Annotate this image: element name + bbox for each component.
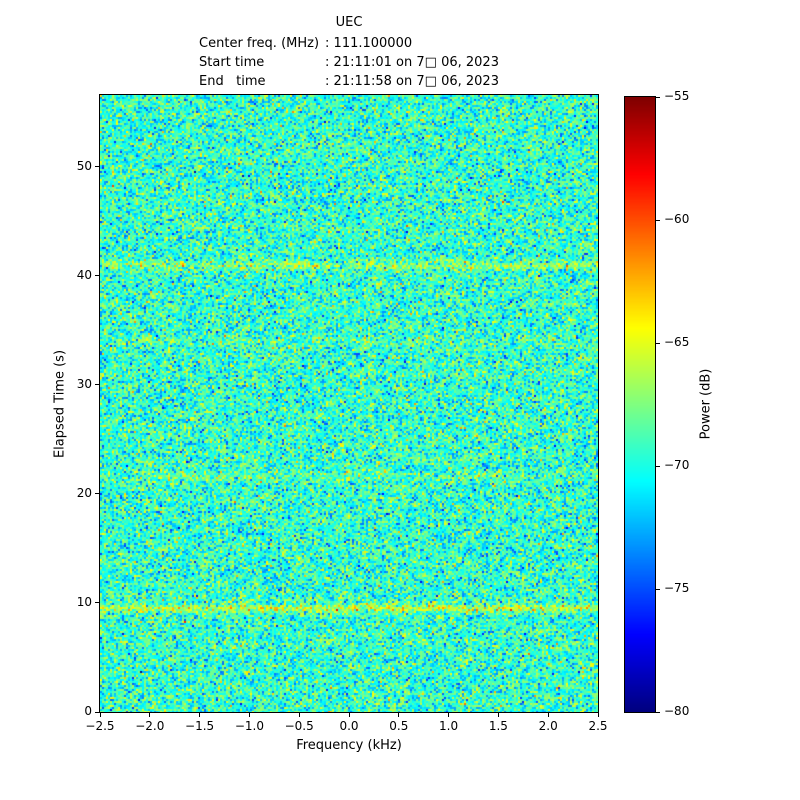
x-tick-mark (248, 713, 250, 717)
center-freq-value: : 111.100000 (325, 36, 413, 51)
y-tick-label: 40 (76, 267, 92, 282)
colorbar (624, 96, 656, 713)
y-tick-mark (95, 275, 99, 277)
x-tick-mark (199, 713, 201, 717)
x-axis-label: Frequency (kHz) (296, 738, 402, 753)
y-tick-label: 0 (84, 704, 92, 718)
start-time-label: Start time (199, 55, 265, 70)
x-tick-label: 2.5 (588, 719, 608, 733)
y-tick-mark (95, 384, 99, 386)
colorbar-tick-label: −70 (664, 458, 690, 472)
x-tick-label: 0.5 (389, 719, 409, 733)
end-time-value: : 21:11:58 on 7□ 06, 2023 (325, 74, 499, 89)
y-tick-label: 50 (76, 158, 92, 173)
x-tick-label: 2.0 (538, 719, 558, 733)
x-tick-mark (348, 713, 350, 717)
x-tick-label: 0.0 (339, 719, 359, 733)
start-time-value: : 21:11:01 on 7□ 06, 2023 (325, 55, 499, 70)
y-tick-mark (95, 493, 99, 495)
colorbar-tick-mark (656, 219, 660, 221)
x-tick-mark (298, 713, 300, 717)
chart-title: UEC (335, 15, 363, 30)
colorbar-canvas (625, 97, 655, 712)
x-tick-mark (547, 713, 549, 717)
y-tick-mark (95, 711, 99, 713)
colorbar-tick-label: −65 (664, 335, 690, 349)
colorbar-tick-mark (656, 588, 660, 590)
x-tick-label: 1.0 (439, 719, 459, 733)
chart-header: Center freq. (MHz) : 111.100000 Start ti… (100, 34, 598, 91)
y-tick-mark (95, 602, 99, 604)
x-tick-mark (497, 713, 499, 717)
y-tick-mark (95, 166, 99, 168)
spectrogram-plot-area (99, 94, 599, 713)
spectrogram-canvas (100, 95, 598, 712)
x-tick-label: 1.5 (488, 719, 508, 733)
y-tick-label: 10 (76, 594, 92, 609)
colorbar-tick-label: −75 (664, 581, 690, 595)
y-axis-label: Elapsed Time (s) (52, 349, 68, 459)
colorbar-tick-label: −60 (664, 212, 690, 226)
colorbar-tick-mark (656, 465, 660, 467)
end-time-label: End time (199, 74, 266, 89)
x-tick-label: −1.5 (185, 719, 215, 733)
y-tick-label: 30 (76, 376, 92, 391)
colorbar-tick-label: −80 (664, 704, 690, 718)
center-freq-label: Center freq. (MHz) (199, 36, 320, 51)
x-tick-label: −2.0 (135, 719, 165, 733)
colorbar-label: Power (dB) (698, 368, 714, 440)
x-tick-mark (99, 713, 101, 717)
x-tick-label: −0.5 (284, 719, 314, 733)
x-tick-mark (398, 713, 400, 717)
x-tick-mark (597, 713, 599, 717)
x-tick-mark (448, 713, 450, 717)
x-tick-mark (149, 713, 151, 717)
colorbar-tick-mark (656, 342, 660, 344)
x-tick-label: −2.5 (85, 719, 115, 733)
colorbar-tick-mark (656, 96, 660, 98)
colorbar-tick-label: −55 (664, 89, 690, 103)
y-tick-label: 20 (76, 485, 92, 500)
x-tick-label: −1.0 (234, 719, 264, 733)
colorbar-tick-mark (656, 711, 660, 713)
